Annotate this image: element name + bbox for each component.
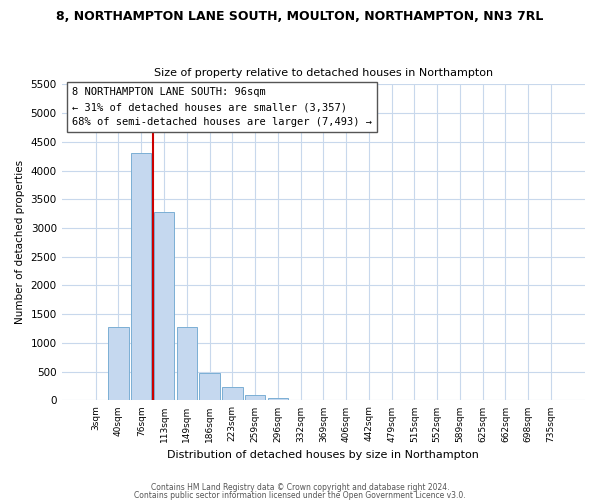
Bar	[245, 396, 265, 400]
X-axis label: Distribution of detached houses by size in Northampton: Distribution of detached houses by size …	[167, 450, 479, 460]
Bar	[222, 386, 242, 400]
Title: Size of property relative to detached houses in Northampton: Size of property relative to detached ho…	[154, 68, 493, 78]
Text: 8, NORTHAMPTON LANE SOUTH, MOULTON, NORTHAMPTON, NN3 7RL: 8, NORTHAMPTON LANE SOUTH, MOULTON, NORT…	[56, 10, 544, 23]
Bar	[268, 398, 288, 400]
Bar	[108, 328, 129, 400]
Bar	[199, 373, 220, 400]
Bar	[176, 327, 197, 400]
Text: Contains public sector information licensed under the Open Government Licence v3: Contains public sector information licen…	[134, 490, 466, 500]
Y-axis label: Number of detached properties: Number of detached properties	[15, 160, 25, 324]
Bar	[131, 154, 151, 400]
Text: 8 NORTHAMPTON LANE SOUTH: 96sqm
← 31% of detached houses are smaller (3,357)
68%: 8 NORTHAMPTON LANE SOUTH: 96sqm ← 31% of…	[72, 88, 372, 127]
Text: Contains HM Land Registry data © Crown copyright and database right 2024.: Contains HM Land Registry data © Crown c…	[151, 484, 449, 492]
Bar	[154, 212, 174, 400]
